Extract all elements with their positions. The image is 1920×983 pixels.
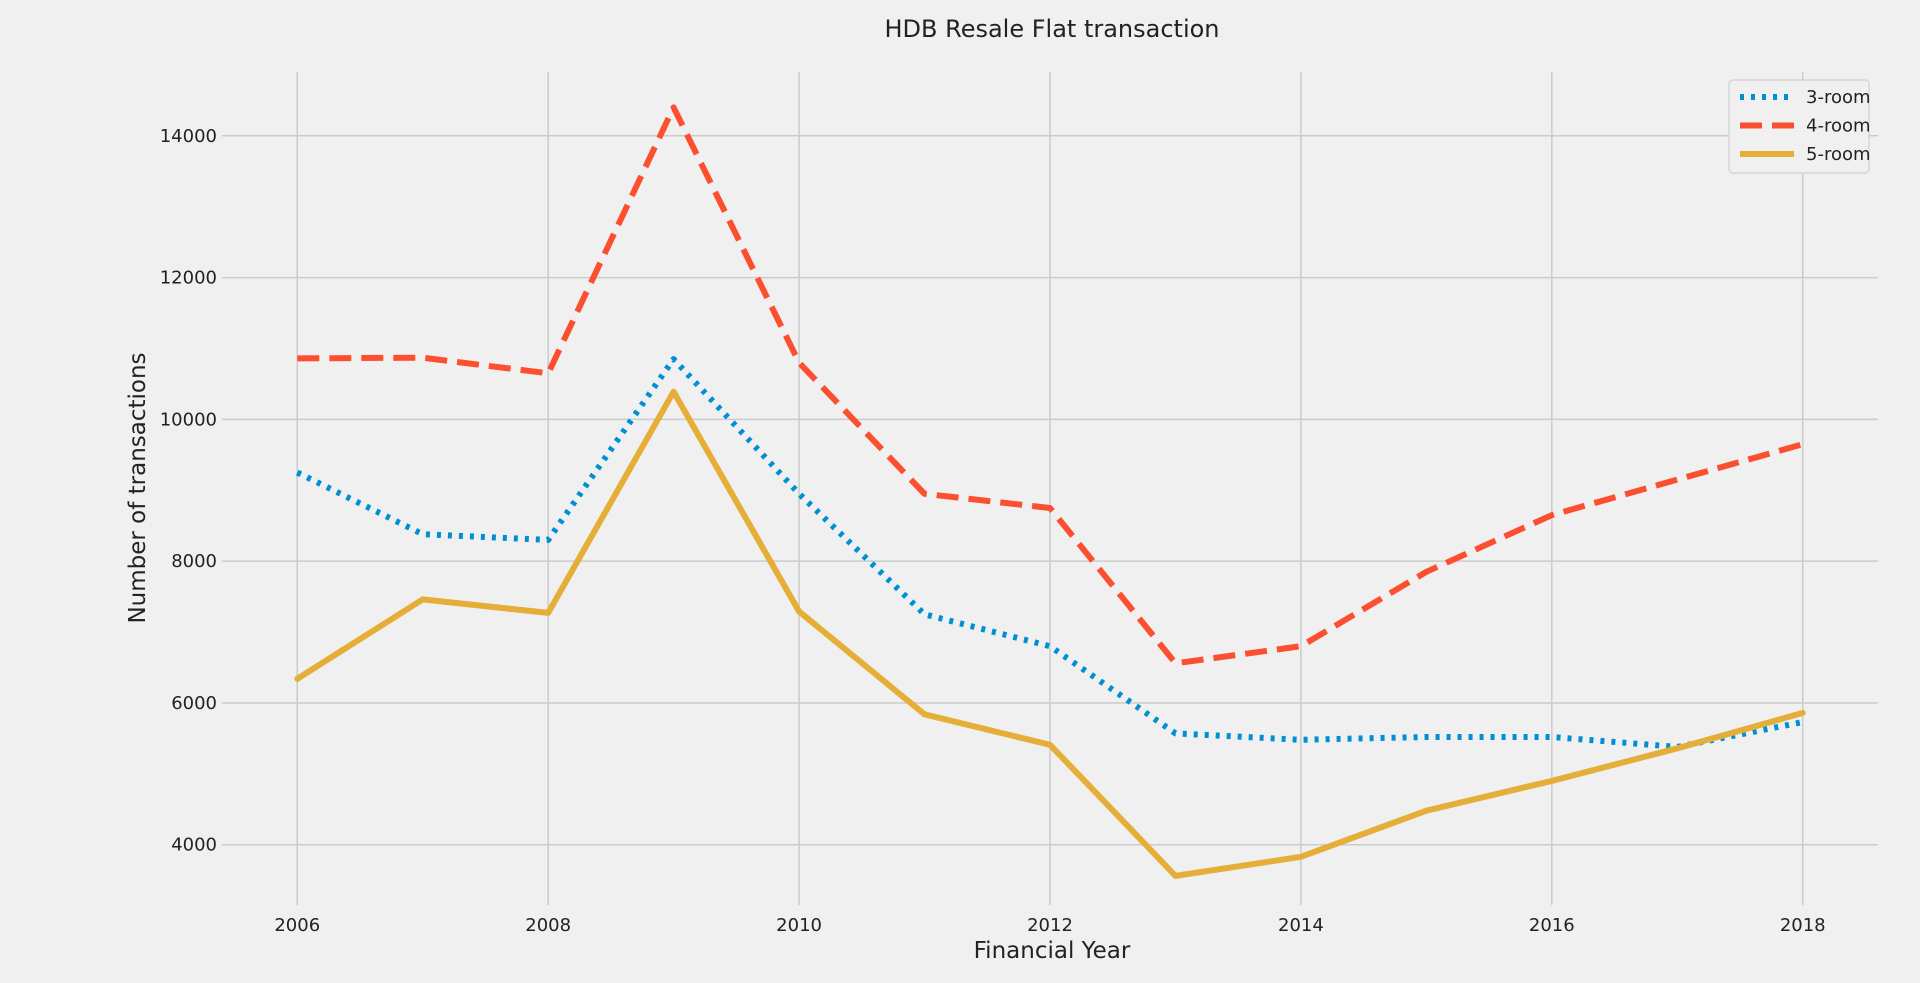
x-tick-label: 2006	[274, 915, 320, 936]
y-tick-label: 4000	[171, 835, 217, 856]
x-tick-label: 2008	[525, 915, 571, 936]
series-line-4-room	[297, 104, 1804, 667]
grid	[222, 72, 1878, 905]
x-tick-label: 2012	[1027, 915, 1073, 936]
y-tick-label: 14000	[160, 126, 217, 147]
chart-title: HDB Resale Flat transaction	[884, 15, 1219, 43]
x-tick-label: 2014	[1278, 915, 1324, 936]
y-tick-label: 8000	[171, 551, 217, 572]
legend-box	[1728, 79, 1870, 174]
tick-labels: 2006 2008 2010 2012 2014 2016 2018 4000 6000 8000…	[160, 126, 1826, 936]
x-tick-label: 2018	[1780, 915, 1826, 936]
x-tick-label: 2010	[776, 915, 822, 936]
legend: 3-room 4-room 5-room	[1728, 79, 1871, 174]
y-tick-label: 12000	[160, 268, 217, 289]
series-lines	[294, 104, 1806, 879]
y-tick-label: 10000	[160, 409, 217, 430]
legend-label: 5-room	[1806, 144, 1871, 165]
x-tick-label: 2016	[1529, 915, 1575, 936]
series-line-5-room	[294, 388, 1806, 879]
y-axis-label: Number of transactions	[125, 352, 151, 623]
y-tick-label: 6000	[171, 693, 217, 714]
series-line-3-room	[295, 356, 1804, 750]
x-axis-label: Financial Year	[974, 938, 1131, 964]
legend-label: 3-room	[1806, 87, 1871, 108]
legend-label: 4-room	[1806, 116, 1871, 137]
